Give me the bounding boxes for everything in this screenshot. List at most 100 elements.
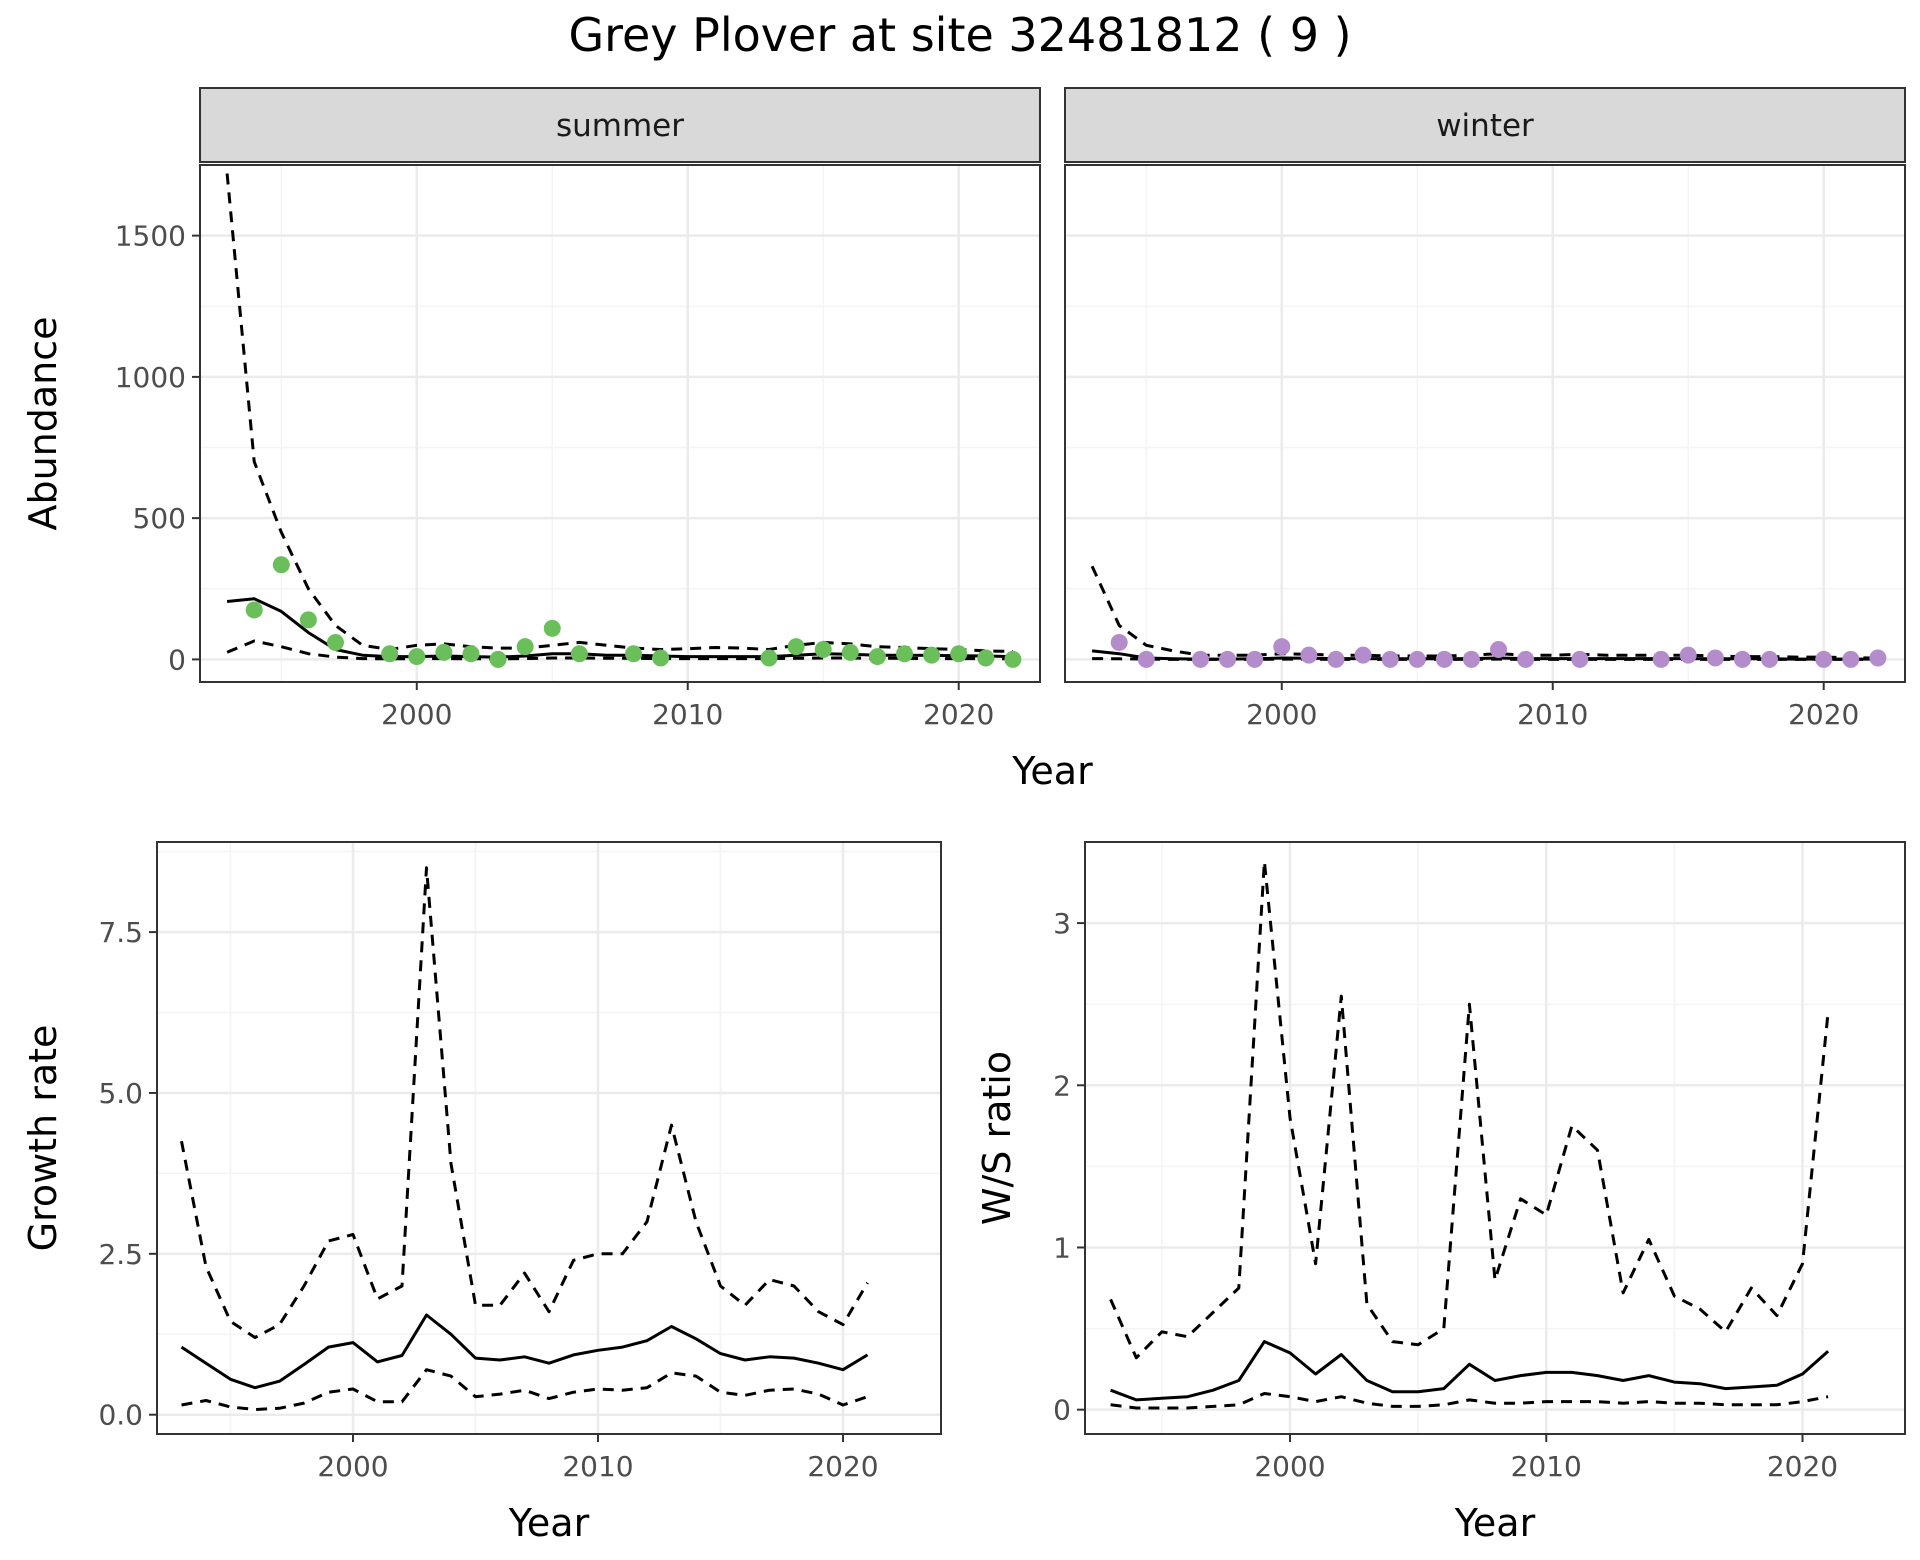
- x-tick-label: 2000: [1254, 1450, 1325, 1483]
- data-point: [570, 645, 588, 663]
- x-tick-label: 2010: [562, 1450, 633, 1483]
- panel-border: [156, 841, 942, 1435]
- data-point: [1490, 641, 1508, 659]
- x-tick-label: 2010: [1511, 1450, 1582, 1483]
- data-point: [977, 649, 995, 667]
- y-tick-label: 5.0: [98, 1077, 143, 1110]
- data-point: [516, 638, 534, 656]
- data-point: [381, 645, 399, 663]
- data-point: [1246, 650, 1264, 668]
- series-line-lower: [181, 1368, 868, 1411]
- panel-border: [1084, 841, 1906, 1435]
- x-tick-label: 2020: [1788, 698, 1859, 731]
- data-point: [1571, 650, 1589, 668]
- x-tick-label: 2020: [1767, 1450, 1838, 1483]
- series-line-upper: [225, 173, 1013, 653]
- data-point: [1761, 650, 1779, 668]
- data-point: [489, 650, 507, 668]
- data-point: [1381, 650, 1399, 668]
- data-point: [923, 646, 941, 664]
- facet-strip-label: summer: [556, 108, 684, 144]
- series-line-lower: [1110, 1392, 1829, 1410]
- data-point: [1842, 650, 1860, 668]
- y-tick-label: 1: [1053, 1231, 1071, 1264]
- data-point: [1517, 650, 1535, 668]
- series-line-upper: [1090, 565, 1878, 660]
- data-point: [1110, 633, 1128, 651]
- y-axis-title-ratio: W/S ratio: [975, 1051, 1019, 1225]
- data-point: [625, 645, 643, 663]
- y-axis-title-abundance: Abundance: [21, 316, 65, 530]
- data-point: [435, 643, 453, 661]
- data-point: [1408, 650, 1426, 668]
- panel-1: 2000 2010 2020 0 500 1000 1500 summer: [115, 87, 1041, 731]
- data-point: [1354, 646, 1372, 664]
- data-point: [1706, 649, 1724, 667]
- y-tick-label: 2: [1053, 1069, 1071, 1102]
- data-point: [1327, 650, 1345, 668]
- facet-strip: [1064, 87, 1906, 163]
- panel-border: [1064, 164, 1906, 683]
- data-point: [1869, 649, 1887, 667]
- data-point: [299, 611, 317, 629]
- series-line-estimate: [226, 597, 1013, 659]
- y-tick-label: 0: [1053, 1394, 1071, 1427]
- x-tick-label: 2000: [1246, 698, 1317, 731]
- x-tick-label: 2020: [923, 698, 994, 731]
- x-axis-title-growth: Year: [508, 1501, 590, 1545]
- panel-4: 2000 2010 2020 0 1 2 3: [1053, 841, 1906, 1483]
- data-point: [896, 645, 914, 663]
- data-point: [1219, 650, 1237, 668]
- x-tick-label: 2010: [652, 698, 723, 731]
- series-line-lower: [226, 639, 1013, 661]
- y-tick-label: 1000: [115, 361, 186, 394]
- x-axis-title-ratio: Year: [1454, 1501, 1536, 1545]
- data-point: [950, 645, 968, 663]
- data-point: [245, 601, 263, 619]
- data-point: [408, 648, 426, 666]
- data-point: [868, 648, 886, 666]
- y-tick-label: 3: [1053, 907, 1071, 940]
- data-point: [1191, 650, 1209, 668]
- data-point: [1815, 650, 1833, 668]
- y-tick-label: 2.5: [98, 1238, 143, 1271]
- data-point: [1300, 646, 1318, 664]
- x-tick-label: 2000: [381, 698, 452, 731]
- data-point: [841, 643, 859, 661]
- y-tick-label: 7.5: [98, 916, 143, 949]
- data-point: [652, 649, 670, 667]
- series-line-estimate: [1110, 1340, 1830, 1402]
- y-tick-label: 0: [168, 643, 186, 676]
- data-point: [760, 649, 778, 667]
- x-tick-label: 2010: [1517, 698, 1588, 731]
- data-point: [1679, 646, 1697, 664]
- series-line-upper: [180, 866, 869, 1339]
- y-tick-label: 0.0: [98, 1399, 143, 1432]
- chart-title: Grey Plover at site 32481812 ( 9 ): [568, 8, 1352, 62]
- panel-border: [199, 164, 1041, 683]
- data-point: [814, 641, 832, 659]
- data-point: [787, 638, 805, 656]
- facet-strip-label: winter: [1436, 108, 1534, 144]
- series-line-estimate: [180, 1313, 869, 1390]
- panel-3: 2000 2010 2020 0.0 2.5 5.0 7.5: [98, 841, 942, 1483]
- data-point: [326, 633, 344, 651]
- data-point: [1435, 650, 1453, 668]
- data-point: [1733, 650, 1751, 668]
- data-point: [1652, 650, 1670, 668]
- data-point: [543, 619, 561, 637]
- x-axis-title-top: Year: [1011, 749, 1093, 793]
- series-line-upper: [1109, 860, 1830, 1360]
- y-axis-title-growth: Growth rate: [21, 1025, 65, 1252]
- x-tick-label: 2020: [807, 1450, 878, 1483]
- data-point: [272, 556, 290, 574]
- y-tick-label: 500: [133, 502, 186, 535]
- y-tick-label: 1500: [115, 220, 186, 253]
- data-point: [1462, 650, 1480, 668]
- data-point: [1004, 650, 1022, 668]
- panel-2: 2000 2010 2020 winter: [1064, 87, 1906, 731]
- data-point: [462, 645, 480, 663]
- facet-strip: [199, 87, 1041, 163]
- x-tick-label: 2000: [317, 1450, 388, 1483]
